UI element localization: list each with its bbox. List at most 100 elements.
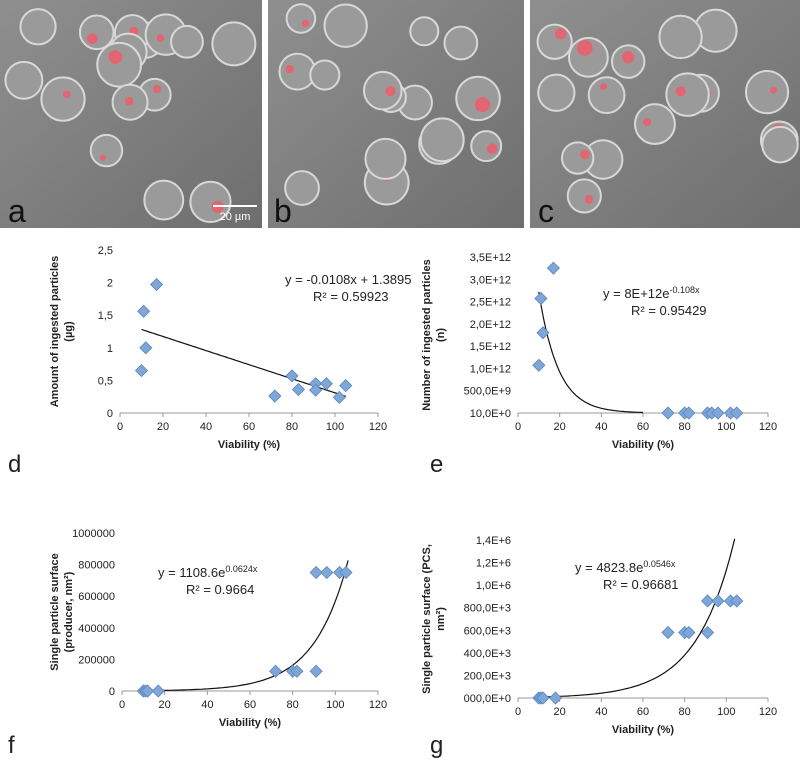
y-tick-label: 400000 [78, 623, 115, 635]
marker [730, 406, 744, 420]
cell [96, 41, 143, 88]
x-tick-label: 80 [287, 699, 299, 711]
cell [19, 8, 57, 46]
x-axis-title: Viability (%) [612, 439, 674, 451]
cell [761, 125, 799, 164]
x-tick-label: 20 [554, 421, 566, 433]
x-tick-label: 120 [759, 421, 777, 433]
panel-label: e [430, 451, 443, 478]
marker [532, 358, 546, 372]
fluorescence [621, 51, 635, 64]
fluorescence [87, 33, 98, 45]
equation-exponent: 0.0546x [643, 559, 676, 569]
y-tick-label: 400,0E+3 [464, 648, 511, 660]
cell [455, 75, 501, 122]
trendline [538, 291, 644, 414]
x-tick-label: 0 [117, 421, 123, 433]
fluorescence [675, 86, 686, 97]
y-tick-label: 0 [109, 686, 115, 698]
cell [309, 59, 341, 91]
marker [546, 261, 560, 275]
equation-exponent: 0.0624x [225, 564, 258, 574]
cell [364, 137, 407, 180]
marker [332, 390, 346, 404]
x-tick-label: 80 [286, 421, 298, 433]
cell [143, 179, 185, 221]
marker [319, 377, 333, 391]
equation-exponent: -0.108x [670, 285, 701, 295]
panel-label: b [274, 193, 292, 229]
marker [661, 625, 675, 640]
trendline [538, 538, 736, 698]
equation: y = 4823.8e0.0546x [575, 559, 676, 575]
cell [4, 60, 44, 100]
x-tick-label: 120 [369, 421, 387, 433]
cell [658, 14, 703, 60]
marker [309, 383, 323, 397]
y-tick-label: 1,4E+6 [476, 535, 511, 547]
marker [151, 684, 165, 698]
marker [711, 594, 725, 608]
y-tick-label: 1000000 [72, 528, 115, 540]
fluorescence [62, 90, 71, 99]
x-tick-label: 100 [717, 706, 735, 718]
cell [665, 72, 710, 117]
y-tick-label: 2,0E+12 [470, 319, 511, 331]
x-tick-label: 0 [119, 699, 125, 711]
y-axis-title: Single particle surface (PCS, [421, 544, 433, 694]
marker [682, 625, 696, 640]
cell [89, 133, 124, 168]
cell [285, 3, 317, 34]
marker [320, 565, 334, 580]
marker [536, 326, 550, 340]
fluorescence [576, 40, 593, 56]
cell [587, 76, 626, 115]
marker [141, 684, 155, 698]
cell [566, 178, 602, 214]
r-squared: R² = 0.96681 [603, 577, 679, 592]
panel-label: f [8, 732, 15, 759]
marker [290, 664, 304, 678]
fluorescence [153, 84, 162, 94]
y-tick-label: 2,5 [98, 245, 113, 257]
panel-label: a [8, 193, 26, 229]
y-axis-title: nm²) [435, 607, 447, 631]
marker [137, 304, 151, 318]
x-tick-label: 20 [554, 706, 566, 718]
x-tick-label: 40 [595, 706, 607, 718]
marker [309, 565, 323, 580]
fluorescence [584, 194, 594, 204]
x-tick-label: 100 [326, 699, 344, 711]
y-tick-label: 1,0E+12 [470, 363, 511, 375]
x-tick-label: 120 [759, 706, 777, 718]
equation: y = -0.0108x + 1.3895 [285, 272, 411, 287]
equation-text: y = -0.0108x + 1.3895 [285, 272, 411, 287]
cell [560, 141, 595, 175]
x-tick-label: 40 [595, 421, 607, 433]
y-tick-label: 1,2E+6 [476, 558, 511, 570]
y-tick-label: 1 [107, 343, 113, 355]
x-tick-label: 0 [515, 421, 521, 433]
cell [284, 170, 320, 206]
trendline [143, 560, 349, 692]
y-axis-title: Amount of ingested particles [49, 256, 61, 408]
marker [291, 382, 306, 397]
y-tick-label: 600,0E+3 [464, 625, 511, 637]
equation: y = 1108.6e0.0624x [158, 564, 258, 580]
fluorescence [600, 83, 607, 91]
cell [78, 14, 115, 51]
equation-text: y = 8E+12e [603, 286, 670, 301]
cell [744, 70, 790, 115]
y-axis-title: Single particle surface [49, 553, 61, 670]
marker [134, 364, 149, 378]
cell [170, 24, 204, 59]
y-axis-title: Number of ingested particles [421, 259, 433, 411]
y-tick-label: 3,5E+12 [470, 252, 511, 264]
marker [269, 664, 283, 678]
fluorescence [99, 154, 106, 161]
y-axis-title: (n) [435, 328, 447, 342]
marker [661, 406, 675, 420]
fluorescence [486, 143, 498, 155]
y-tick-label: 3,0E+12 [470, 274, 511, 286]
